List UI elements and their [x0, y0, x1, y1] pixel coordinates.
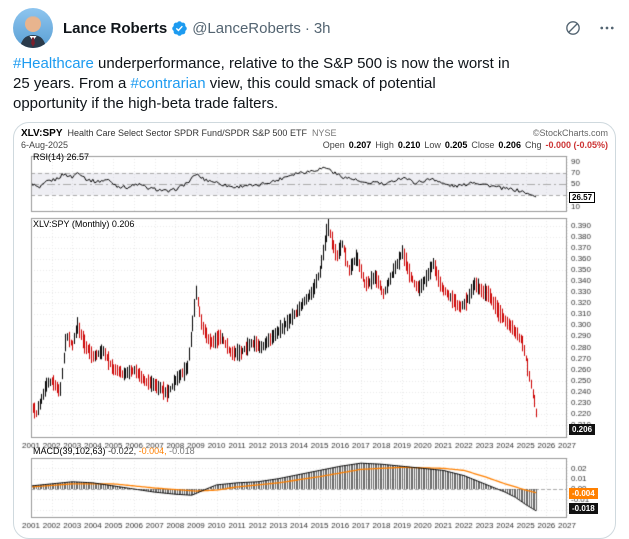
rsi-label: RSI(14) 26.57	[33, 152, 90, 162]
price-last-value-box: 0.206	[569, 424, 596, 436]
quote-high-value: 0.210	[397, 140, 421, 150]
more-button[interactable]	[598, 19, 616, 37]
macd-label-text: MACD(39,102,63)	[33, 446, 106, 456]
tweet-media-chart[interactable]: XLV:SPY Health Care Select Sector SPDR F…	[13, 122, 616, 539]
macd-signal-value: -0.004,	[138, 446, 167, 456]
quote-low-value: 0.205	[444, 140, 468, 150]
verified-badge-icon	[171, 20, 188, 37]
tweet-author-name[interactable]: Lance Roberts	[63, 19, 168, 37]
chart-quote-row: 6-Aug-2025 Open 0.207 High 0.210 Low 0.2…	[21, 140, 608, 152]
avatar[interactable]	[13, 8, 53, 48]
price-series-label: XLV:SPY (Monthly) 0.206	[33, 219, 135, 229]
tweet-text-segment: view, this could smack of potential oppo…	[13, 75, 436, 112]
tweet-header: Lance Roberts @LanceRoberts · 3h	[13, 8, 616, 48]
chart-title-row: XLV:SPY Health Care Select Sector SPDR F…	[21, 128, 608, 140]
macd-line-value: -0.022,	[108, 446, 137, 456]
avatar-image	[13, 8, 53, 48]
quote-open-label: Open	[322, 140, 345, 150]
chart-description: Health Care Select Sector SPDR Fund/SPDR…	[67, 128, 307, 138]
quote-chg-label: Chg	[524, 140, 542, 150]
quote-chg-value: -0.000 (-0.05%)	[545, 140, 608, 150]
chart-date: 6-Aug-2025	[21, 140, 69, 150]
rsi-last-value-box: 26.57	[569, 192, 596, 204]
grok-actions-icon[interactable]	[564, 19, 582, 37]
tweet-handle[interactable]: @LanceRoberts	[192, 19, 301, 37]
macd-label: MACD(39,102,63) -0.022, -0.004, -0.018	[33, 446, 195, 456]
quote-high-label: High	[375, 140, 394, 150]
tweet-text: #Healthcare underperformance, relative t…	[13, 54, 616, 114]
price-chart-canvas	[21, 152, 608, 532]
stockcharts-watermark: ©StockCharts.com	[532, 128, 608, 138]
quote-close-label: Close	[471, 140, 495, 150]
tweet-text-segment: underperformance, relative to the S&P 50…	[13, 55, 510, 92]
macd-signal-value-box: -0.004	[569, 488, 598, 500]
tweet-timestamp[interactable]: 3h	[313, 19, 331, 37]
chart-canvas-wrap: RSI(14) 26.57 XLV:SPY (Monthly) 0.206 MA…	[21, 152, 608, 532]
tweet-header-actions	[564, 19, 616, 37]
quote-open-value: 0.207	[348, 140, 372, 150]
hashtag-link[interactable]: #contrarian	[130, 75, 206, 92]
hashtag-link[interactable]: #Healthcare	[13, 55, 94, 72]
author-line: Lance Roberts @LanceRoberts · 3h	[63, 20, 331, 37]
chart-exchange: NYSE	[311, 128, 337, 138]
quote-close-value: 0.206	[498, 140, 521, 150]
timestamp-separator: ·	[304, 19, 310, 37]
macd-hist-value: -0.018	[169, 446, 195, 456]
macd-hist-value-box: -0.018	[569, 502, 598, 514]
chart-symbol: XLV:SPY	[21, 128, 63, 139]
quote-low-label: Low	[424, 140, 441, 150]
